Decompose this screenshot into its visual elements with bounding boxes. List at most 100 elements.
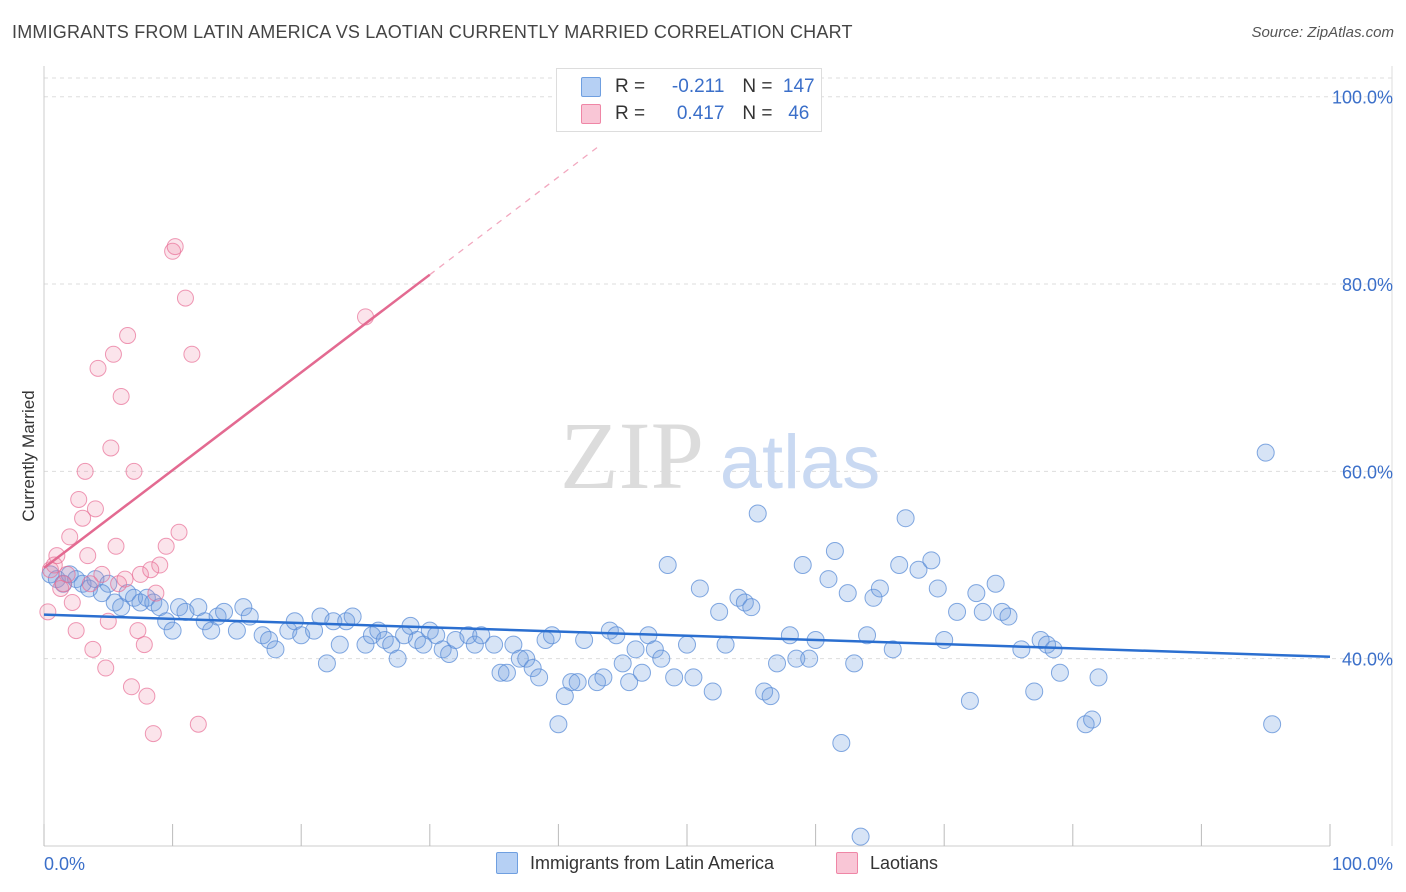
point-immigrants xyxy=(1050,663,1069,682)
point-laotians xyxy=(104,345,122,363)
watermark: ZIP atlas xyxy=(560,402,880,509)
point-laotians xyxy=(86,500,104,518)
point-immigrants xyxy=(549,715,568,734)
point-immigrants xyxy=(948,602,967,621)
trend-line-immigrants xyxy=(43,613,1331,659)
point-laotians xyxy=(122,678,140,696)
chart-title: IMMIGRANTS FROM LATIN AMERICA VS LAOTIAN… xyxy=(12,22,853,42)
trend-line-laotians xyxy=(43,273,431,569)
point-immigrants xyxy=(742,598,761,617)
point-laotians xyxy=(189,715,207,733)
x-tick-label: 100.0% xyxy=(1332,854,1393,874)
trend-extension-laotians xyxy=(429,147,598,276)
correlation-legend: R = -0.211 N = 147 R = 0.417 N = 46 xyxy=(556,68,822,132)
point-immigrants xyxy=(768,654,787,673)
point-immigrants xyxy=(787,649,806,668)
point-laotians xyxy=(76,462,94,480)
point-laotians xyxy=(102,439,120,457)
point-immigrants xyxy=(92,584,111,603)
point-immigrants xyxy=(465,635,484,654)
point-laotians xyxy=(63,593,81,611)
point-laotians xyxy=(70,490,88,508)
blue-swatch-icon xyxy=(496,852,518,874)
point-laotians xyxy=(164,242,182,260)
n-value-immigrants: 147 xyxy=(782,76,815,97)
point-immigrants xyxy=(137,588,156,607)
point-immigrants xyxy=(922,551,941,570)
point-immigrants xyxy=(710,602,729,621)
point-immigrants xyxy=(375,630,394,649)
point-immigrants xyxy=(825,541,844,560)
source-label: Source: ZipAtlas.com xyxy=(1251,24,1394,41)
point-immigrants xyxy=(896,509,915,528)
point-immigrants xyxy=(678,635,696,654)
point-immigrants xyxy=(1263,715,1282,734)
point-immigrants xyxy=(1083,710,1102,729)
point-immigrants xyxy=(780,626,799,645)
point-immigrants xyxy=(260,630,279,649)
point-immigrants xyxy=(626,640,645,659)
point-immigrants xyxy=(999,607,1018,626)
pink-swatch-icon xyxy=(836,852,858,874)
point-immigrants xyxy=(1025,682,1044,701)
point-immigrants xyxy=(993,602,1012,621)
point-laotians xyxy=(176,289,194,307)
point-immigrants xyxy=(575,630,594,649)
point-immigrants xyxy=(330,635,349,654)
point-immigrants xyxy=(620,673,639,692)
point-immigrants xyxy=(690,579,709,598)
point-laotians xyxy=(84,640,102,658)
point-immigrants xyxy=(163,621,182,640)
point-immigrants xyxy=(851,827,870,846)
legend-label-laotians: Laotians xyxy=(870,852,939,873)
point-laotians xyxy=(144,725,162,743)
point-immigrants xyxy=(530,668,549,687)
point-laotians xyxy=(107,537,125,555)
point-laotians xyxy=(125,462,143,480)
point-immigrants xyxy=(735,593,754,612)
point-laotians xyxy=(129,622,147,640)
point-immigrants xyxy=(215,602,234,621)
x-tick-label: 0.0% xyxy=(44,854,85,874)
point-immigrants xyxy=(388,649,407,668)
point-immigrants xyxy=(883,640,902,659)
point-immigrants xyxy=(562,673,581,692)
point-immigrants xyxy=(607,626,626,645)
point-laotians xyxy=(166,238,184,256)
point-immigrants xyxy=(870,579,889,598)
point-immigrants xyxy=(613,654,632,673)
point-immigrants xyxy=(761,687,780,706)
point-immigrants xyxy=(510,649,529,668)
blue-swatch-icon xyxy=(581,77,601,97)
point-laotians xyxy=(135,636,153,654)
point-immigrants xyxy=(491,663,510,682)
y-axis-title: Currently Married xyxy=(19,390,38,521)
point-immigrants xyxy=(890,556,909,575)
point-immigrants xyxy=(632,663,651,682)
point-immigrants xyxy=(928,579,947,598)
r-value-immigrants: -0.211 xyxy=(671,76,725,97)
point-immigrants xyxy=(716,635,735,654)
point-laotians xyxy=(142,561,160,579)
point-laotians xyxy=(183,345,201,363)
point-immigrants xyxy=(838,584,857,603)
r-label: R = xyxy=(615,103,646,124)
legend-row-laotians: R = 0.417 N = 46 xyxy=(581,101,820,127)
point-laotians xyxy=(89,359,107,377)
point-immigrants xyxy=(684,668,703,687)
point-laotians xyxy=(54,575,72,593)
n-label: N = xyxy=(742,76,773,97)
point-immigrants xyxy=(967,584,986,603)
point-immigrants xyxy=(343,607,362,626)
point-immigrants xyxy=(234,598,253,617)
point-immigrants xyxy=(568,673,587,692)
point-immigrants xyxy=(227,621,246,640)
point-immigrants xyxy=(407,630,426,649)
point-laotians xyxy=(116,570,134,588)
point-immigrants xyxy=(144,593,163,612)
point-laotians xyxy=(52,579,70,597)
point-immigrants xyxy=(356,635,375,654)
point-immigrants xyxy=(986,574,1005,593)
r-value-laotians: 0.417 xyxy=(676,103,725,124)
point-immigrants xyxy=(170,598,189,617)
